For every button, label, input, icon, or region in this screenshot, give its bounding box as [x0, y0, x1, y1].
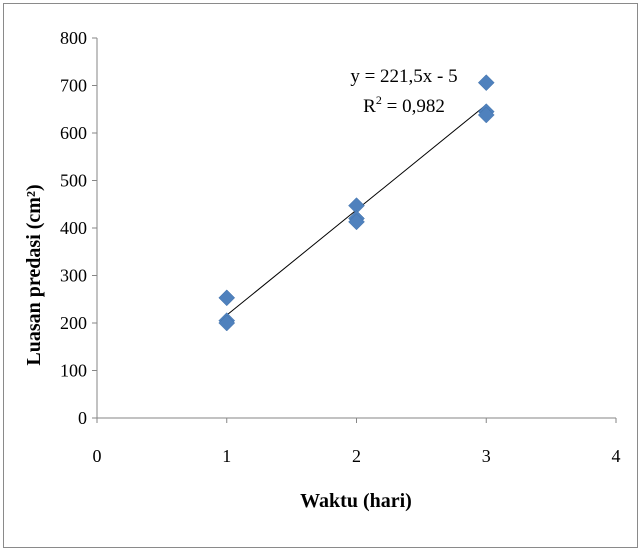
x-axis-title: Waktu (hari)	[300, 490, 412, 512]
y-tick-label: 400	[60, 218, 87, 238]
y-tick-label: 200	[60, 313, 87, 333]
data-point	[477, 106, 495, 124]
r-squared-value: = 0,982	[382, 96, 445, 117]
x-tick-label: 3	[482, 446, 491, 466]
y-tick-label: 600	[60, 123, 87, 143]
r-squared-label: R2 = 0,982	[363, 93, 445, 117]
x-tick-label: 1	[222, 446, 231, 466]
data-point	[218, 314, 236, 332]
y-tick-label: 0	[78, 408, 87, 428]
r-squared-prefix: R	[363, 96, 376, 117]
y-tick-label: 300	[60, 266, 87, 286]
y-axis-title: Luasan predasi (cm²)	[23, 184, 45, 365]
y-tick-label: 100	[60, 361, 87, 381]
x-tick-label: 2	[352, 446, 361, 466]
y-tick-label: 500	[60, 171, 87, 191]
data-point	[477, 74, 495, 92]
y-tick-label: 700	[60, 76, 87, 96]
r-squared-superscript: 2	[376, 93, 382, 107]
data-point	[218, 289, 236, 307]
trendline-equation: y = 221,5x - 5	[350, 66, 457, 87]
x-tick-label: 0	[93, 446, 102, 466]
x-tick-label: 4	[612, 446, 621, 466]
chart-area	[3, 3, 638, 548]
y-axis-title-text: Luasan predasi (cm²)	[23, 184, 45, 365]
y-tick-label: 800	[60, 28, 87, 48]
data-point	[348, 213, 365, 231]
plot-area: 0 100 200 300 400 500 600 700 800 0 1 2 3 4	[60, 28, 621, 466]
